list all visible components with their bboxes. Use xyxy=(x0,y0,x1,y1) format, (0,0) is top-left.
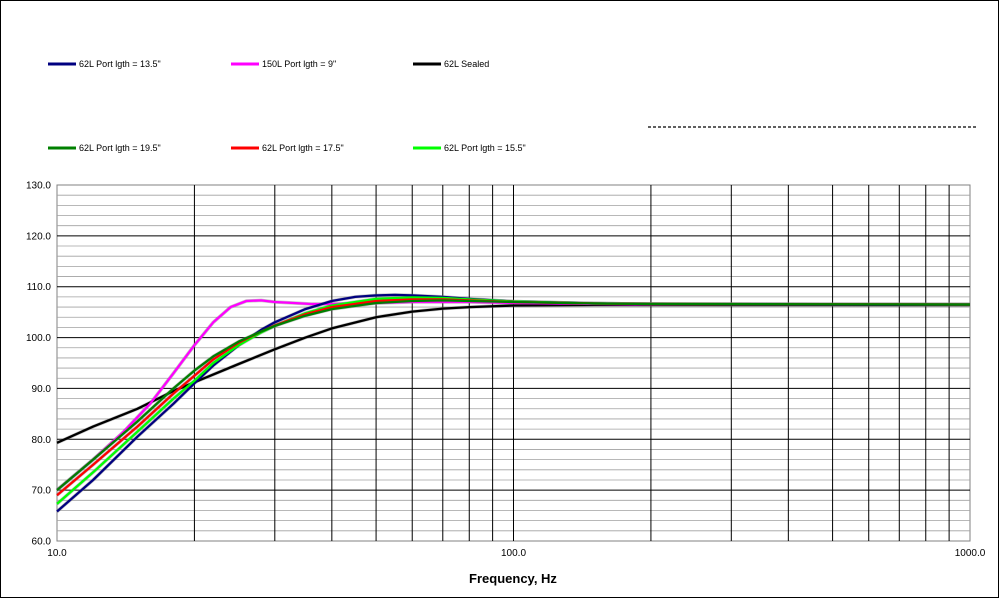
legend-label: 150L Port lgth = 9" xyxy=(262,59,336,69)
y-tick-label: 100.0 xyxy=(26,333,51,344)
legend-entry: 62L Sealed xyxy=(413,59,489,69)
x-tick-label: 100.0 xyxy=(501,548,526,559)
x-axis-label: Frequency, Hz xyxy=(469,571,557,586)
y-tick-labels: 60.0 70.0 80.0 90.0 100.0 110.0 120.0 130.0 xyxy=(26,181,51,548)
x-tick-label: 1000.0 xyxy=(955,548,986,559)
legend-label: 62L Port lgth = 15.5" xyxy=(444,143,526,153)
legend-entry: 62L Port lgth = 15.5" xyxy=(413,143,526,153)
x-tick-labels: 10.0 100.0 1000.0 xyxy=(47,548,985,559)
legend-entry: 62L Port lgth = 17.5" xyxy=(231,143,344,153)
y-tick-label: 120.0 xyxy=(26,231,51,242)
legend: 62L Port lgth = 13.5" 150L Port lgth = 9"… xyxy=(48,59,526,153)
legend-entry: 62L Port lgth = 19.5" xyxy=(48,143,161,153)
legend-label: 62L Port lgth = 19.5" xyxy=(79,143,161,153)
legend-label: 62L Port lgth = 17.5" xyxy=(262,143,344,153)
series-line xyxy=(56,303,970,444)
major-gridlines xyxy=(57,185,970,541)
y-tick-label: 130.0 xyxy=(26,181,51,192)
y-tick-label: 80.0 xyxy=(32,435,52,446)
series-line xyxy=(56,299,971,491)
y-tick-label: 70.0 xyxy=(32,486,52,497)
legend-entry: 150L Port lgth = 9" xyxy=(231,59,336,69)
y-tick-label: 110.0 xyxy=(27,282,52,293)
y-tick-label: 60.0 xyxy=(32,537,52,548)
y-tick-label: 90.0 xyxy=(32,384,52,395)
legend-label: 62L Port lgth = 13.5" xyxy=(79,59,161,69)
legend-label: 62L Sealed xyxy=(444,59,489,69)
series-lines xyxy=(55,293,971,513)
x-tick-label: 10.0 xyxy=(47,548,67,559)
legend-entry: 62L Port lgth = 13.5" xyxy=(48,59,161,69)
